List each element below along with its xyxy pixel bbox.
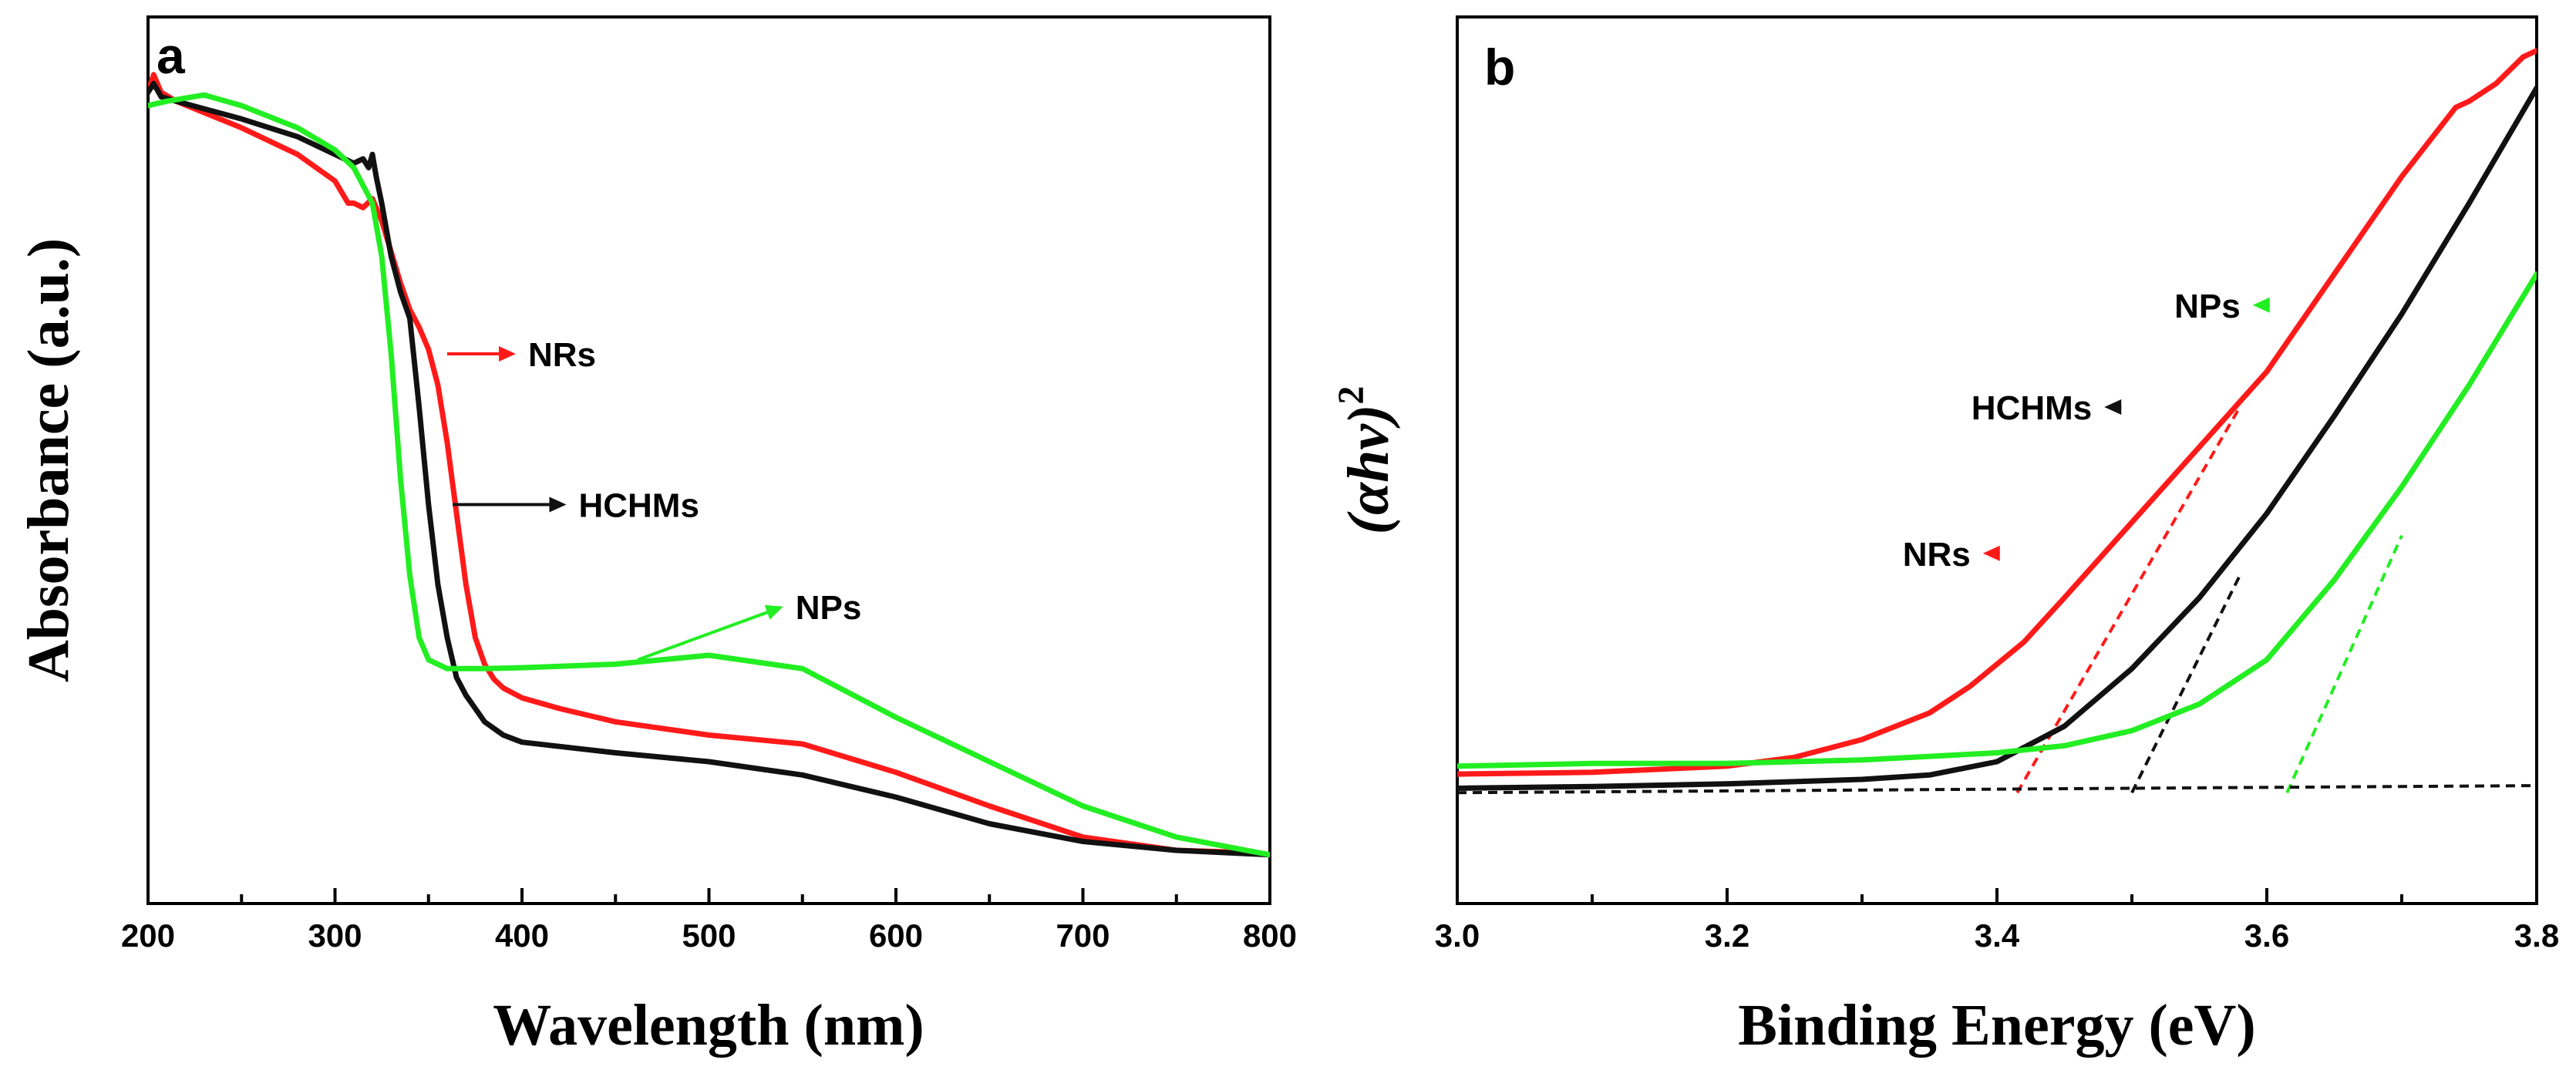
- annotation-label-nrs: NRs: [528, 336, 596, 374]
- annotation-arrowhead-nps: [764, 604, 783, 620]
- panel-a-y-axis-title: Absorbance (a.u.): [16, 238, 81, 682]
- annotation-arrowhead-hchms: [549, 496, 567, 513]
- x-tick-label: 800: [1243, 917, 1297, 954]
- annotation-arrowhead-nps: [2252, 297, 2270, 313]
- x-tick-label: 700: [1056, 917, 1110, 954]
- x-tick-label: 3.8: [2514, 917, 2559, 954]
- annotation-arrowhead-nrs: [499, 346, 516, 362]
- x-tick-label: 3.4: [1975, 917, 2020, 954]
- tangent-line-nrs-tangent: [2015, 406, 2241, 794]
- y-axis-title-superscript: 2: [1331, 386, 1372, 405]
- panel-b-x-ticks: [1456, 888, 2538, 904]
- panel-b-x-axis-title: Binding Energy (eV): [1738, 993, 2255, 1058]
- series-line-hchms: [1457, 85, 2537, 791]
- panel-a: a 200 300 400 500 600 700 800 NRs HCHMs …: [16, 15, 1297, 1058]
- panel-a-series: [148, 72, 1270, 858]
- panel-a-frame: [146, 15, 1271, 905]
- x-tick-label: 500: [682, 917, 736, 954]
- x-tick-label: 3.2: [1705, 917, 1749, 954]
- x-tick-label: 600: [869, 917, 923, 954]
- x-tick-label: 3.6: [2244, 917, 2289, 954]
- panel-b-series: [1457, 48, 2537, 795]
- panel-b-annotations: NPs HCHMs NRs: [1903, 288, 2270, 574]
- panel-b-letter: b: [1484, 39, 1515, 96]
- annotation-label-nps: NPs: [2174, 288, 2241, 325]
- panel-a-x-axis-title: Wavelength (nm): [493, 993, 924, 1058]
- tangent-line-baseline: [1457, 784, 2537, 795]
- annotation-arrow-line-nps: [637, 611, 768, 661]
- x-tick-label: 400: [495, 917, 549, 954]
- annotation-label-nrs: NRs: [1903, 536, 1971, 574]
- series-line-nps: [148, 92, 1270, 858]
- annotation-arrowhead-hchms: [2104, 399, 2122, 415]
- series-line-hchms: [148, 80, 1270, 858]
- panel-a-x-tick-labels: 200 300 400 500 600 700 800: [121, 917, 1297, 954]
- series-line-nrs: [1457, 48, 2537, 777]
- tangent-line-nps-tangent: [2285, 534, 2403, 794]
- panel-b-y-axis-title: (αhν)2: [1331, 386, 1401, 535]
- panel-a-annotations: NRs HCHMs NPs: [447, 336, 862, 661]
- x-tick-label: 3.0: [1435, 917, 1480, 954]
- y-axis-title-base: (αhν): [1336, 405, 1401, 535]
- series-line-nrs: [148, 72, 1270, 858]
- series-line-nps: [1457, 271, 2537, 769]
- annotation-arrowhead-nrs: [1982, 545, 2000, 561]
- x-tick-label: 300: [308, 917, 362, 954]
- annotation-label-hchms: HCHMs: [578, 487, 699, 525]
- tangent-line-hchms-tangent: [2130, 574, 2241, 794]
- panel-b-x-tick-labels: 3.0 3.2 3.4 3.6 3.8: [1435, 917, 2559, 954]
- panel-a-x-ticks: [146, 888, 1271, 904]
- x-tick-label: 200: [121, 917, 175, 954]
- panel-b: b 3.0 3.2 3.4 3.6 3.8 NPs HCHMs NRs Bind…: [1331, 15, 2559, 1058]
- panel-a-letter: a: [157, 27, 186, 84]
- annotation-label-hchms: HCHMs: [1972, 389, 2092, 427]
- annotation-label-nps: NPs: [796, 589, 862, 627]
